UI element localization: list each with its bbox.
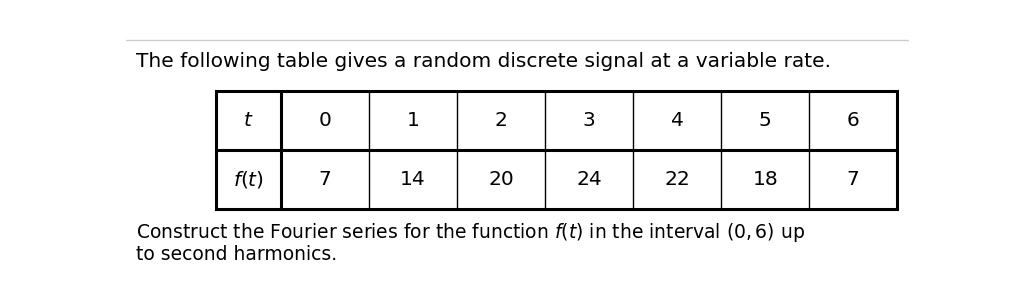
Text: 4: 4: [671, 111, 684, 130]
Text: 1: 1: [407, 111, 419, 130]
Text: The following table gives a random discrete signal at a variable rate.: The following table gives a random discr…: [136, 52, 831, 71]
Text: 7: 7: [318, 170, 331, 189]
Text: 20: 20: [488, 170, 514, 189]
Text: 14: 14: [400, 170, 426, 189]
Bar: [216, 91, 897, 209]
Text: 18: 18: [752, 170, 778, 189]
Text: 3: 3: [583, 111, 596, 130]
Text: Construct the Fourier series for the function $f(t)$ in the interval $(0, 6)$ up: Construct the Fourier series for the fun…: [136, 221, 805, 244]
Text: $f(t)$: $f(t)$: [233, 169, 264, 190]
Text: to second harmonics.: to second harmonics.: [136, 245, 337, 264]
Text: 0: 0: [318, 111, 331, 130]
Text: 7: 7: [846, 170, 860, 189]
Text: 24: 24: [577, 170, 602, 189]
Text: 5: 5: [759, 111, 772, 130]
Text: 6: 6: [846, 111, 860, 130]
Text: 2: 2: [495, 111, 507, 130]
Text: $t$: $t$: [243, 111, 254, 130]
Text: 22: 22: [665, 170, 690, 189]
